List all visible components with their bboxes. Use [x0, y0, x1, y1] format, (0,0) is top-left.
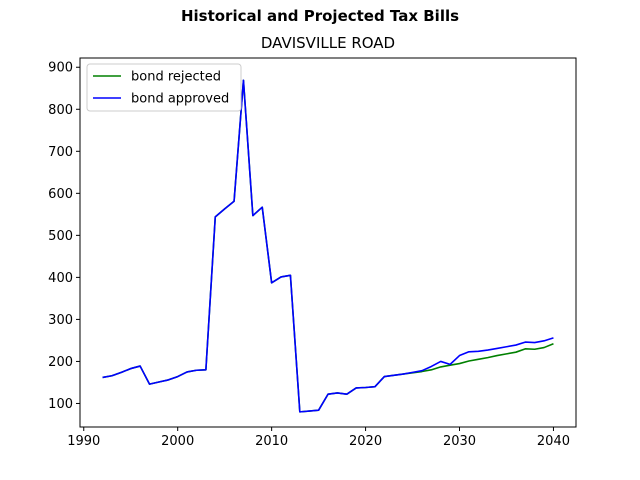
x-tick-label: 2010: [255, 434, 288, 449]
x-tick-label: 2040: [537, 434, 570, 449]
y-tick-label: 700: [48, 145, 73, 160]
y-tick-label: 900: [48, 61, 73, 76]
x-axis: 1990 2000 2010 2020 2030 2040: [67, 427, 570, 449]
y-tick-label: 500: [48, 229, 73, 244]
x-tick-label: 1990: [67, 434, 100, 449]
x-tick-label: 2030: [443, 434, 476, 449]
chart-suptitle: Historical and Projected Tax Bills: [180, 7, 460, 25]
legend-label-1: bond approved: [131, 92, 229, 107]
y-tick-label: 300: [48, 313, 73, 328]
legend-label-0: bond rejected: [131, 70, 221, 85]
series-layer: [102, 79, 554, 413]
plot-area-frame: [79, 57, 577, 428]
y-axis: 100 200 300 400 500 600 700 800 900: [48, 61, 80, 412]
chart-title: DAVISVILLE ROAD: [260, 34, 396, 52]
legend-box: [86, 63, 242, 112]
y-tick-label: 600: [48, 187, 73, 202]
legend: bond rejected bond approved: [86, 63, 242, 112]
x-tick-label: 2020: [349, 434, 382, 449]
series-line-1: [102, 79, 554, 413]
y-tick-label: 100: [48, 397, 73, 412]
y-tick-label: 200: [48, 355, 73, 370]
series-line-0: [102, 79, 554, 413]
x-tick-label: 2000: [161, 434, 194, 449]
y-tick-label: 800: [48, 103, 73, 118]
y-tick-label: 400: [48, 271, 73, 286]
